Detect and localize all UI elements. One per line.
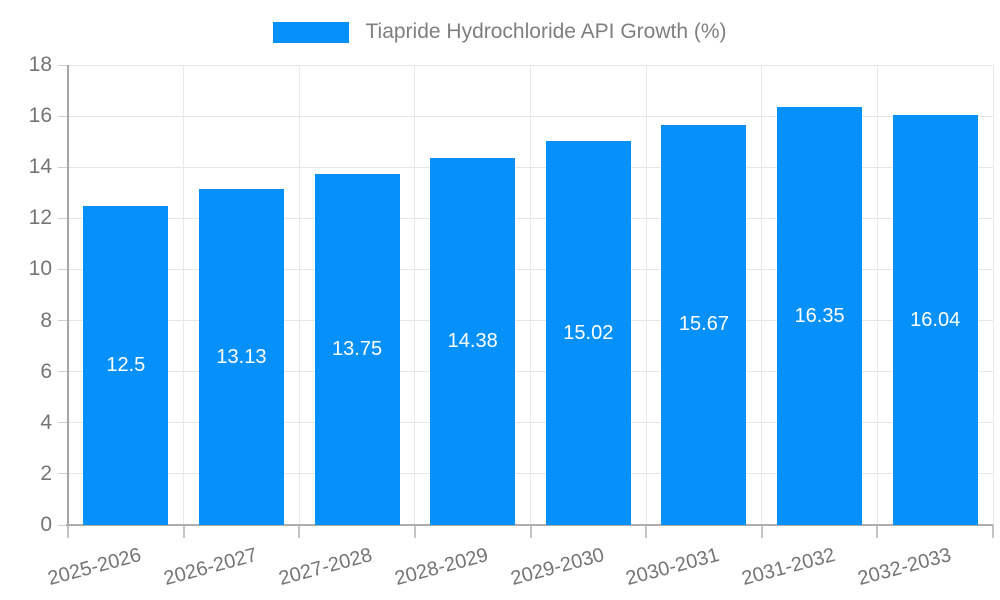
y-axis-tick <box>58 166 68 168</box>
bar-value-label: 13.75 <box>332 337 383 360</box>
x-axis-category-label: 2030-2031 <box>623 543 722 590</box>
y-axis-tick <box>58 115 68 117</box>
y-axis-tick-label: 12 <box>28 206 52 230</box>
x-axis-category-label: 2026-2027 <box>161 543 260 590</box>
bar-value-label: 16.04 <box>910 308 961 331</box>
y-axis-tick-label: 14 <box>28 155 52 179</box>
legend-label: Tiapride Hydrochloride API Growth (%) <box>365 20 727 43</box>
x-gridline <box>992 65 994 525</box>
bar: 12.5 <box>83 205 169 525</box>
x-gridline <box>761 65 763 525</box>
y-axis-tick <box>58 371 68 373</box>
y-axis-line <box>67 65 69 526</box>
y-axis-tick-label: 10 <box>28 257 52 281</box>
legend[interactable]: Tiapride Hydrochloride API Growth (%) <box>0 20 1000 44</box>
bar: 14.38 <box>430 157 516 525</box>
bar-value-label: 13.13 <box>216 345 267 368</box>
x-axis-tick <box>992 525 994 538</box>
bar: 16.35 <box>777 107 863 525</box>
x-axis-line <box>66 524 993 526</box>
x-gridline <box>876 65 878 525</box>
y-axis-tick <box>58 473 68 475</box>
y-axis-tick <box>58 217 68 219</box>
y-axis-tick <box>58 320 68 322</box>
bar: 16.04 <box>892 115 978 525</box>
x-axis-tick <box>182 525 185 538</box>
y-axis-tick <box>58 64 68 66</box>
y-axis-tick-label: 6 <box>40 359 52 383</box>
bar-value-label: 14.38 <box>447 329 498 352</box>
x-gridline <box>530 65 531 525</box>
bar: 15.67 <box>661 124 747 525</box>
x-axis-category-label: 2025-2026 <box>45 543 144 590</box>
legend-swatch <box>273 21 350 43</box>
y-axis-tick-label: 0 <box>40 513 52 536</box>
bar: 13.75 <box>314 173 400 525</box>
x-gridline <box>645 65 647 525</box>
x-axis-tick <box>529 525 532 538</box>
x-axis-category-label: 2032-2033 <box>855 543 954 590</box>
x-gridline <box>414 65 416 525</box>
x-axis-category-label: 2027-2028 <box>276 543 376 590</box>
x-gridline <box>183 65 185 525</box>
y-axis-tick-label: 8 <box>40 308 52 332</box>
x-gridline <box>298 65 300 525</box>
y-axis-tick-label: 4 <box>40 410 52 434</box>
bar-value-label: 12.5 <box>106 353 146 376</box>
y-axis-tick-label: 18 <box>28 53 52 76</box>
x-axis-category-label: 2031-2032 <box>739 543 838 590</box>
x-axis-tick <box>645 525 648 538</box>
x-axis-tick <box>876 525 879 538</box>
bar-value-label: 15.67 <box>678 313 729 336</box>
x-axis-tick <box>413 525 416 538</box>
bar-value-label: 15.02 <box>563 321 614 344</box>
x-axis-category-label: 2028-2029 <box>392 543 491 590</box>
y-axis-tick <box>58 268 68 270</box>
x-axis-tick <box>298 525 301 538</box>
bar-value-label: 16.35 <box>794 304 845 327</box>
y-axis-tick <box>58 422 68 424</box>
x-axis-tick <box>760 525 763 538</box>
bar: 15.02 <box>545 141 631 525</box>
y-axis-tick <box>58 524 68 526</box>
y-axis-tick-label: 2 <box>40 461 52 485</box>
x-axis-tick <box>67 525 69 538</box>
bar: 13.13 <box>198 189 284 525</box>
x-axis-category-label: 2029-2030 <box>508 543 607 590</box>
y-axis-tick-label: 16 <box>28 104 52 128</box>
